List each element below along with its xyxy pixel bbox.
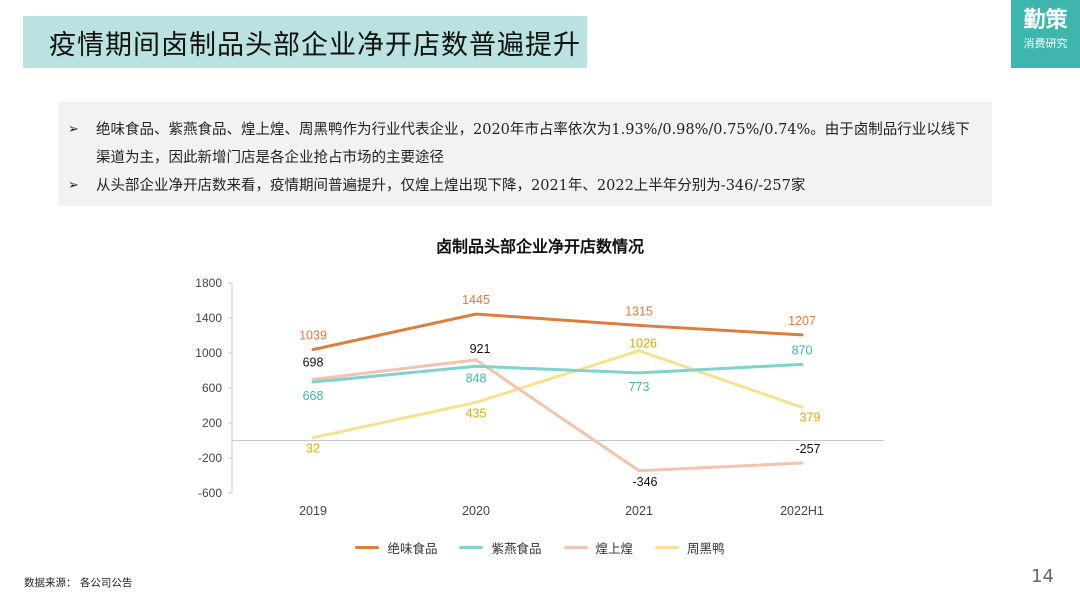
series-line-1 <box>311 362 804 384</box>
legend-item: 绝味食品 <box>355 538 437 557</box>
page-number: 14 <box>1031 566 1054 587</box>
data-label: 773 <box>629 380 650 394</box>
data-label: 921 <box>470 342 491 356</box>
note-item: ➢ 从头部企业净开店数来看，疫情期间普遍提升，仅煌上煌出现下降，2021年、20… <box>68 172 984 200</box>
data-label: 848 <box>466 371 487 385</box>
brand-logo: 勤策 消费研究 <box>1011 0 1080 68</box>
x-tick-label: 2019 <box>299 504 327 518</box>
bullet-arrow-icon: ➢ <box>68 178 79 193</box>
page-title: 疫情期间卤制品头部企业净开店数普遍提升 <box>49 29 581 61</box>
logo-subtitle: 消费研究 <box>1023 37 1068 50</box>
data-label: 32 <box>306 442 320 456</box>
y-tick-label: 600 <box>202 381 222 395</box>
chart-legend: 绝味食品 紫燕食品 煌上煌 周黑鸭 <box>0 538 1080 557</box>
note-text: 绝味食品、紫燕食品、煌上煌、周黑鸭作为行业代表企业，2020年市占率依次为1.9… <box>96 122 970 166</box>
y-tick-label: 1400 <box>195 311 222 325</box>
data-label: 435 <box>466 406 487 420</box>
data-label: -346 <box>632 475 657 489</box>
y-tick-label: 200 <box>202 416 222 430</box>
x-tick-label: 2022H1 <box>780 504 824 518</box>
note-item: ➢ 绝味食品、紫燕食品、煌上煌、周黑鸭作为行业代表企业，2020年市占率依次为1… <box>68 116 984 172</box>
y-tick-label: -600 <box>198 486 222 500</box>
data-label: 668 <box>303 389 324 403</box>
x-tick-label: 2021 <box>625 504 653 518</box>
y-tick-label: -200 <box>198 451 222 465</box>
note-text: 从头部企业净开店数来看，疫情期间普遍提升，仅煌上煌出现下降，2021年、2022… <box>96 178 806 194</box>
data-label: 1039 <box>299 329 327 343</box>
legend-swatch <box>355 546 380 549</box>
legend-label: 紫燕食品 <box>491 541 542 556</box>
data-label: 1207 <box>788 314 816 328</box>
legend-label: 绝味食品 <box>387 541 438 556</box>
legend-item: 周黑鸭 <box>655 538 725 557</box>
data-label: 1026 <box>629 337 657 351</box>
legend-item: 紫燕食品 <box>459 538 542 557</box>
data-label: 1315 <box>625 304 653 318</box>
series-line-0 <box>311 312 804 352</box>
data-label: 1445 <box>462 293 490 307</box>
y-tick-label: 1000 <box>195 346 222 360</box>
y-tick-label: 1800 <box>195 276 222 290</box>
data-source: 数据来源： 各公司公告 <box>24 577 133 589</box>
legend-label: 周黑鸭 <box>687 541 725 556</box>
legend-swatch <box>459 546 484 549</box>
data-label: 698 <box>303 355 324 369</box>
legend-item: 煌上煌 <box>563 538 634 557</box>
series-line-2 <box>311 358 804 473</box>
legend-swatch <box>563 546 588 549</box>
data-label: 379 <box>800 410 821 424</box>
data-label: 870 <box>792 343 813 357</box>
data-label: -257 <box>795 442 820 456</box>
title-banner: 疫情期间卤制品头部企业净开店数普遍提升 <box>23 16 587 68</box>
bullet-arrow-icon: ➢ <box>68 122 79 137</box>
summary-notes: ➢ 绝味食品、紫燕食品、煌上煌、周黑鸭作为行业代表企业，2020年市占率依次为1… <box>58 102 992 206</box>
series-line-3 <box>311 349 804 440</box>
legend-label: 煌上煌 <box>595 541 634 556</box>
x-tick-label: 2020 <box>462 504 490 518</box>
logo-name: 勤策 <box>1023 8 1068 33</box>
legend-swatch <box>655 546 680 549</box>
chart-title: 卤制品头部企业净开店数情况 <box>435 237 644 256</box>
